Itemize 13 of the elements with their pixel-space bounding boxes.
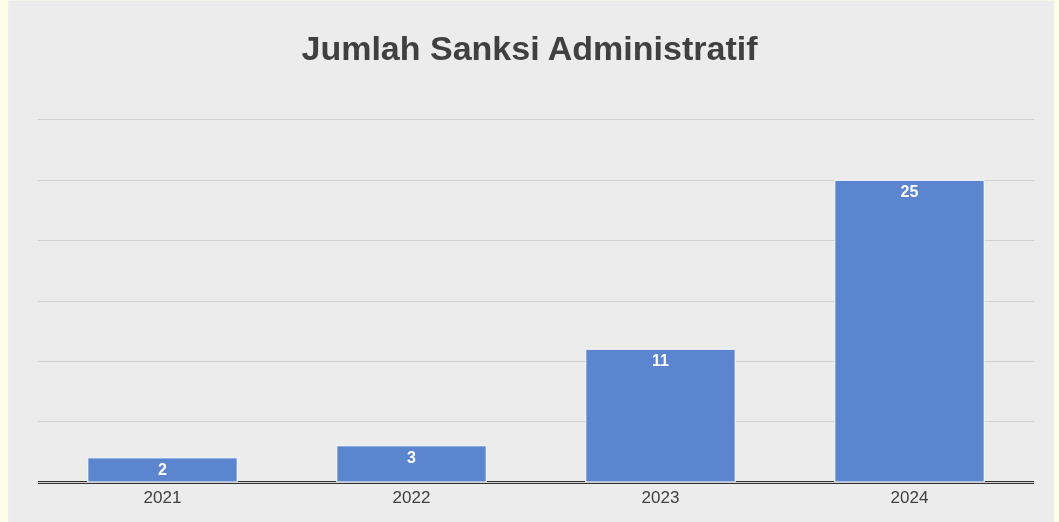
x-tick-label: 2021: [143, 488, 182, 508]
bar: [336, 445, 487, 482]
data-label: 11: [651, 352, 670, 370]
data-label: 25: [900, 183, 919, 201]
bar: [834, 179, 985, 482]
x-tick-label: 2024: [890, 488, 929, 508]
x-tick-label: 2022: [392, 488, 431, 508]
bar: [87, 457, 238, 482]
chart-title: Jumlah Sanksi Administratif: [301, 29, 759, 68]
data-label: 2: [158, 460, 167, 478]
bar: [585, 348, 736, 482]
x-tick-label: 2023: [641, 488, 680, 508]
data-label: 3: [407, 448, 416, 466]
